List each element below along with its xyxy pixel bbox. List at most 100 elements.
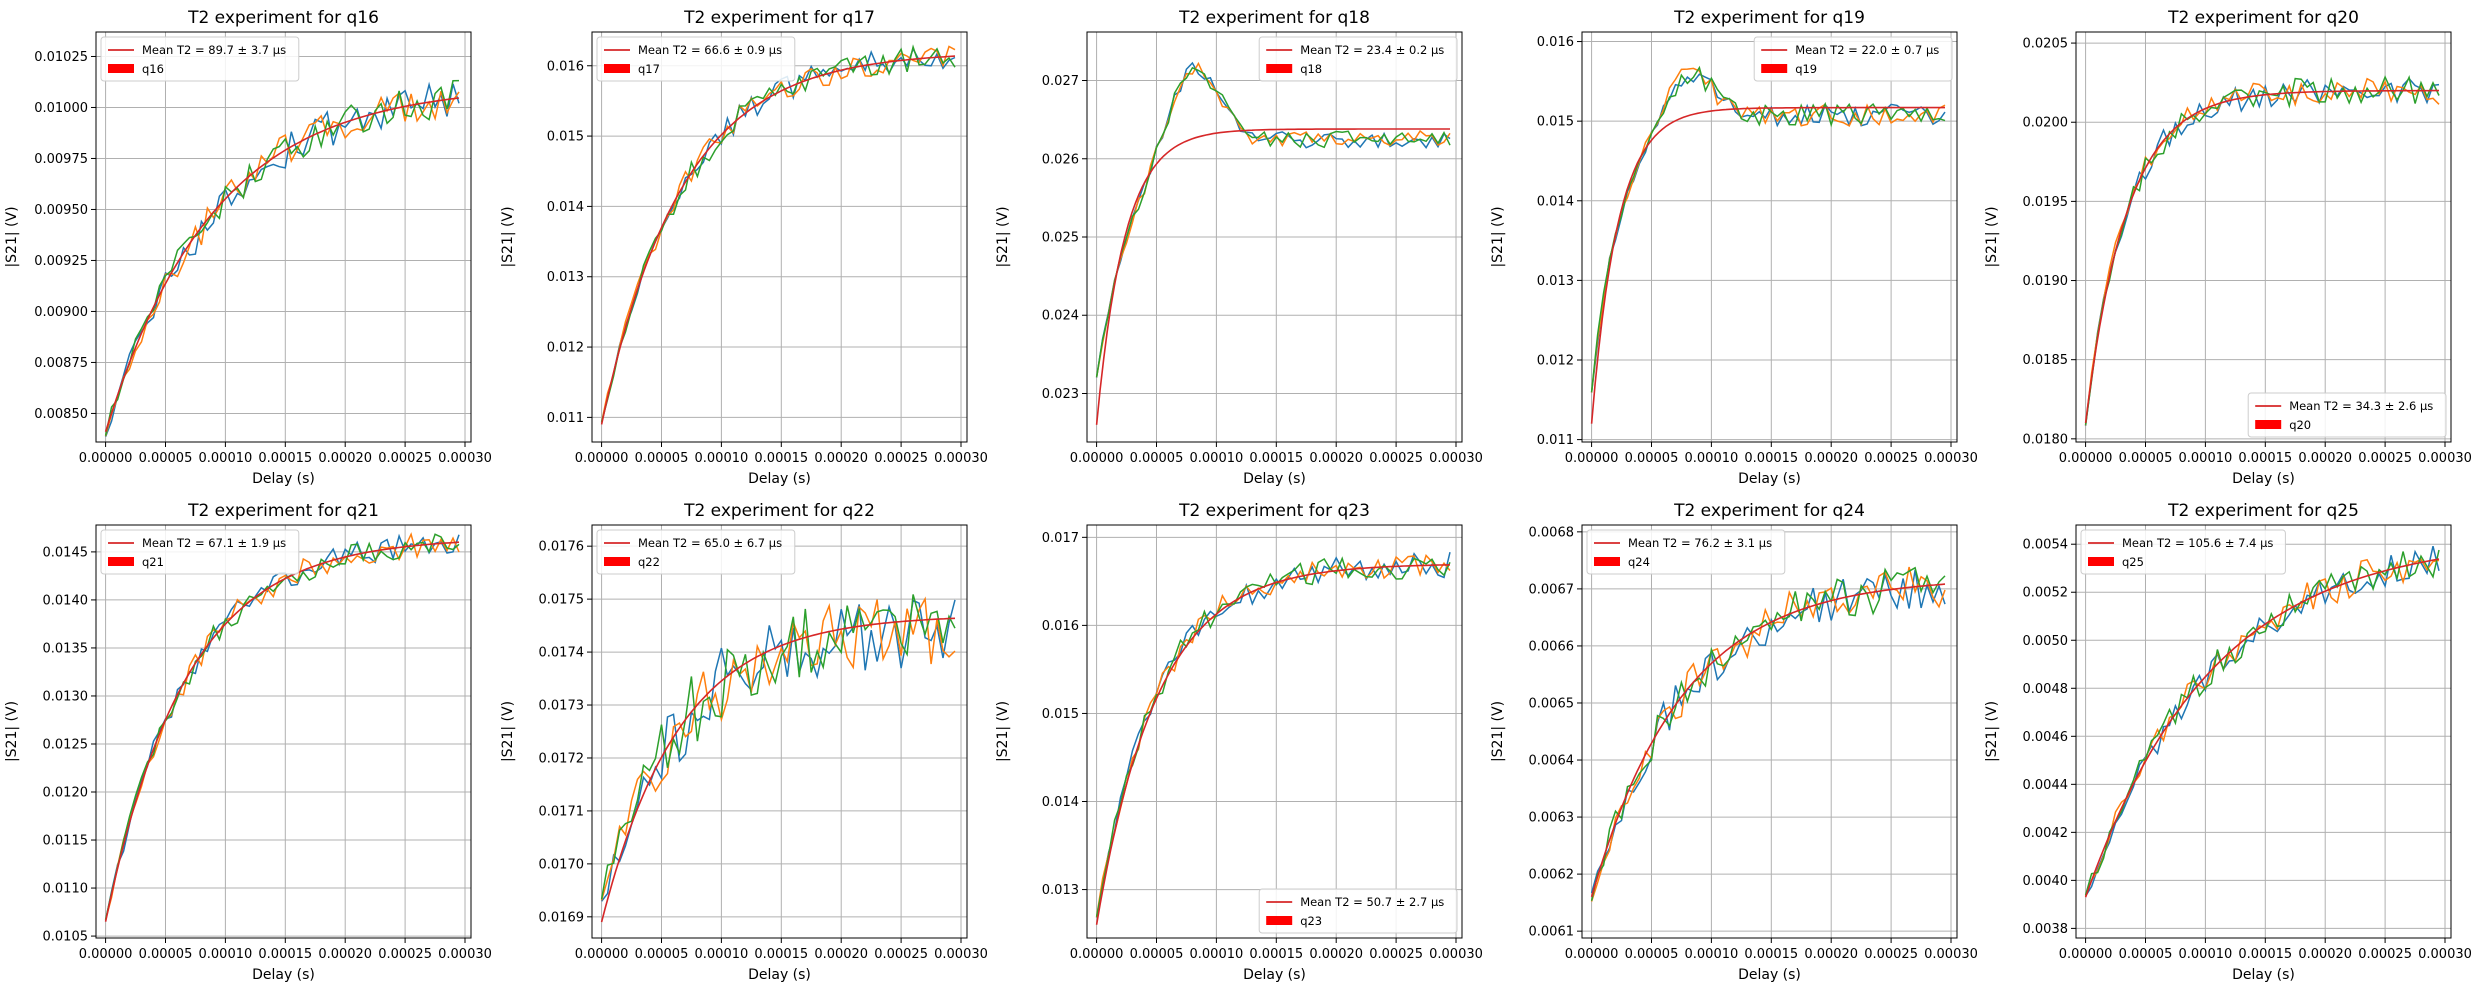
x-tick-label: 0.00030 — [438, 451, 492, 466]
y-tick-label: 0.014 — [1537, 194, 1574, 209]
x-tick-label: 0.00025 — [874, 451, 928, 466]
x-tick-label: 0.00000 — [1070, 451, 1124, 466]
y-tick-label: 0.0172 — [539, 751, 585, 766]
x-tick-label: 0.00030 — [438, 947, 492, 962]
y-tick-label: 0.0140 — [43, 593, 89, 608]
x-tick-label: 0.00000 — [79, 451, 133, 466]
fit-curve — [1095, 128, 1450, 425]
y-tick-label: 0.00850 — [34, 407, 88, 422]
chart-panel-q24: 0.00000 0.00005 0.00010 0.00015 0.00020 0.000… — [1490, 501, 1978, 983]
x-tick-label: 0.00015 — [1249, 947, 1303, 962]
y-tick-label: 0.013 — [1537, 274, 1574, 289]
x-axis-label: Delay (s) — [1738, 967, 1801, 983]
x-tick-label: 0.00010 — [1190, 451, 1244, 466]
legend: Mean T2 = 34.3 ± 2.6 µs q20 — [2247, 392, 2447, 438]
x-axis-label: Delay (s) — [1243, 967, 1306, 983]
legend-box — [1586, 529, 1786, 575]
x-axis-label: Delay (s) — [1738, 471, 1801, 487]
x-axis-label: Delay (s) — [1243, 471, 1306, 487]
legend-box — [1258, 888, 1458, 934]
x-tick-label: 0.00025 — [378, 947, 432, 962]
legend-fit-label: Mean T2 = 76.2 ± 3.1 µs — [1628, 536, 1772, 550]
chart-title: T2 experiment for q24 — [1673, 501, 1865, 521]
y-tick-label: 0.0205 — [2023, 37, 2069, 52]
x-tick-label: 0.00025 — [1864, 947, 1918, 962]
axes-frame — [2075, 31, 2452, 443]
legend-qubit-swatch — [108, 557, 134, 566]
chart-panel-q19: 0.00000 0.00005 0.00010 0.00015 0.00020 0.000… — [1490, 8, 1978, 487]
y-tick-label: 0.0044 — [2023, 778, 2069, 793]
data-series-line-1 — [600, 47, 956, 423]
x-tick-label: 0.00005 — [2119, 947, 2173, 962]
x-axis-label: Delay (s) — [2232, 471, 2295, 487]
x-tick-label: 0.00020 — [2298, 451, 2352, 466]
legend-fit-label: Mean T2 = 65.0 ± 6.7 µs — [638, 536, 782, 550]
y-tick-label: 0.0174 — [539, 646, 585, 661]
y-tick-label: 0.0066 — [1529, 639, 1575, 654]
legend-qubit-swatch — [2088, 557, 2114, 566]
data-series-line-1 — [1095, 61, 1451, 378]
legend-fit-label: Mean T2 = 22.0 ± 0.7 µs — [1795, 43, 1939, 57]
y-tick-label: 0.024 — [1042, 309, 1079, 324]
data-series-line-3 — [104, 533, 460, 920]
chart-panel-q17: 0.00000 0.00005 0.00010 0.00015 0.00020 0.000… — [500, 8, 988, 487]
x-tick-label: 0.00020 — [1309, 947, 1363, 962]
data-series-line-1 — [1095, 552, 1451, 918]
y-tick-label: 0.0050 — [2023, 634, 2069, 649]
x-tick-label: 0.00010 — [1685, 947, 1739, 962]
legend-qubit-label: q19 — [1795, 62, 1817, 76]
x-tick-label: 0.00010 — [2179, 947, 2233, 962]
chart-panel-q23: 0.00000 0.00005 0.00010 0.00015 0.00020 0.000… — [995, 501, 1483, 983]
data-series-line-2 — [104, 532, 460, 921]
legend: Mean T2 = 22.0 ± 0.7 µs q19 — [1753, 36, 1953, 82]
x-tick-label: 0.00030 — [934, 947, 988, 962]
y-tick-label: 0.012 — [1537, 354, 1574, 369]
y-tick-label: 0.015 — [1042, 707, 1079, 722]
y-tick-label: 0.025 — [1042, 231, 1079, 246]
y-axis-label: |S21| (V) — [995, 206, 1011, 267]
y-tick-label: 0.01025 — [34, 50, 88, 65]
x-tick-label: 0.00005 — [1130, 451, 1184, 466]
chart-title: T2 experiment for q19 — [1673, 8, 1865, 28]
y-tick-label: 0.011 — [1537, 433, 1574, 448]
y-tick-label: 0.0185 — [2023, 353, 2069, 368]
chart-panel-q16: 0.00000 0.00005 0.00010 0.00015 0.00020 0.000… — [4, 8, 492, 487]
legend-qubit-swatch — [604, 557, 630, 566]
data-series-line-3 — [600, 44, 956, 423]
legend-qubit-label: q25 — [2122, 555, 2144, 569]
legend-qubit-swatch — [2255, 420, 2282, 429]
legend-qubit-label: q18 — [1300, 62, 1322, 76]
legend-qubit-swatch — [604, 64, 630, 73]
y-tick-label: 0.0042 — [2023, 826, 2069, 841]
y-tick-label: 0.0052 — [2023, 586, 2069, 601]
y-tick-label: 0.027 — [1042, 74, 1079, 89]
axes-frame — [1086, 524, 1463, 939]
y-tick-label: 0.0176 — [539, 540, 585, 555]
y-tick-label: 0.023 — [1042, 387, 1079, 402]
legend-fit-label: Mean T2 = 66.6 ± 0.9 µs — [638, 43, 782, 57]
data-series-line-1 — [1590, 569, 1946, 894]
axes-frame — [95, 524, 472, 939]
y-tick-label: 0.0064 — [1529, 754, 1575, 769]
x-axis-label: Delay (s) — [252, 967, 315, 983]
x-tick-label: 0.00015 — [2238, 947, 2292, 962]
x-tick-label: 0.00025 — [874, 947, 928, 962]
chart-title: T2 experiment for q18 — [1178, 8, 1370, 28]
y-tick-label: 0.015 — [1537, 115, 1574, 130]
x-tick-label: 0.00015 — [258, 947, 312, 962]
y-tick-label: 0.0200 — [2023, 116, 2069, 131]
legend-qubit-label: q17 — [638, 62, 660, 76]
fit-curve — [1095, 564, 1451, 925]
y-tick-label: 0.0110 — [43, 882, 89, 897]
fit-curve — [104, 97, 460, 433]
fit-curve — [2084, 89, 2439, 424]
y-axis-label: |S21| (V) — [500, 206, 516, 267]
y-tick-label: 0.011 — [547, 411, 584, 426]
x-tick-label: 0.00010 — [199, 947, 253, 962]
y-tick-label: 0.0135 — [43, 641, 89, 656]
y-tick-label: 0.0120 — [43, 786, 89, 801]
x-tick-label: 0.00025 — [2358, 451, 2412, 466]
y-axis-label: |S21| (V) — [1984, 701, 2000, 762]
y-tick-label: 0.0046 — [2023, 730, 2069, 745]
